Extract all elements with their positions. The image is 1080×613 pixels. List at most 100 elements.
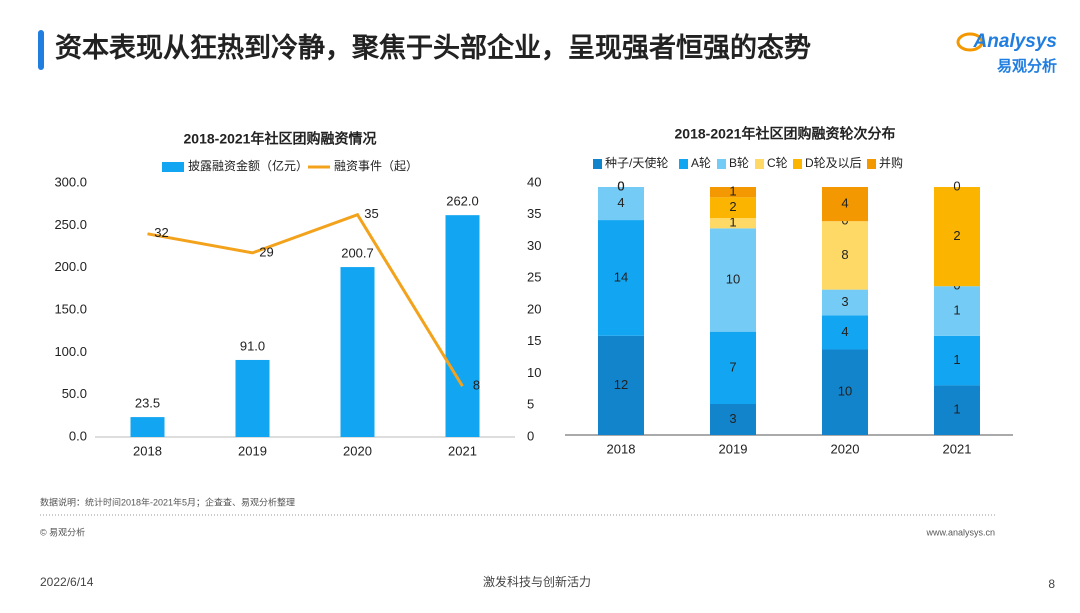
bar-segment (710, 218, 756, 229)
x-tick-label: 2019 (238, 443, 267, 458)
segment-label: 1 (953, 302, 960, 317)
y-tick-label: 150.0 (54, 301, 87, 316)
y2-tick-label: 0 (527, 428, 534, 443)
legend-swatch (679, 159, 688, 169)
x-tick-label: 2020 (831, 441, 860, 456)
bar-value-label: 200.7 (341, 246, 374, 261)
bar-value-label: 91.0 (240, 338, 265, 353)
logo-text: Analysys (973, 31, 1057, 52)
segment-label: 8 (841, 247, 848, 262)
bar-segment (598, 335, 644, 435)
y2-tick-label: 10 (527, 365, 541, 380)
y-tick-label: 250.0 (54, 217, 87, 232)
legend-label: 种子/天使轮 (605, 155, 668, 170)
bar-segment (934, 385, 980, 435)
legend-label: B轮 (729, 156, 749, 170)
bar-segment (934, 286, 980, 336)
bar-segment (710, 228, 756, 332)
line-value-label: 35 (364, 206, 378, 221)
x-tick-label: 2018 (133, 443, 162, 458)
legend-label: 并购 (879, 155, 903, 170)
bar-segment (710, 404, 756, 435)
segment-label: 4 (617, 195, 624, 210)
bar-segment (822, 349, 868, 435)
y2-tick-label: 5 (527, 397, 534, 412)
bar-segment (822, 289, 868, 316)
bar-value-label: 262.0 (446, 194, 479, 209)
bar (340, 267, 375, 437)
copyright: © 易观分析 (40, 526, 85, 537)
legend-swatch (717, 159, 726, 169)
bar-segment (934, 335, 980, 386)
segment-label: 0 (617, 178, 624, 193)
segment-label: 1 (953, 402, 960, 417)
segment-label: 4 (841, 196, 848, 211)
bar-segment (822, 221, 868, 290)
bar-segment (710, 187, 756, 198)
bar (445, 215, 480, 437)
segment-label: 7 (729, 359, 736, 374)
y2-tick-label: 40 (527, 174, 541, 189)
bar (235, 359, 270, 437)
segment-label: 4 (841, 324, 848, 339)
line-value-label: 32 (154, 225, 168, 240)
legend-label: C轮 (767, 156, 788, 170)
segment-label: 1 (953, 352, 960, 367)
segment-label: 1 (729, 184, 736, 199)
data-note: 数据说明：统计时间2018年-2021年5月；企查查、易观分析整理 (40, 496, 295, 507)
legend-label: A轮 (691, 156, 711, 170)
bar-segment (598, 187, 644, 221)
date: 2022/6/14 (40, 575, 94, 589)
x-tick-label: 2020 (343, 443, 372, 458)
bar-segment (822, 315, 868, 350)
segment-label: 10 (838, 384, 852, 399)
y2-tick-label: 15 (527, 333, 541, 348)
segment-label: 1 (729, 215, 736, 230)
chart-title: 2018-2021年社区团购融资轮次分布 (675, 126, 896, 142)
bar-value-label: 23.5 (135, 396, 160, 411)
bar-segment (934, 187, 980, 287)
segment-label: 0 (953, 178, 960, 193)
x-tick-label: 2021 (943, 441, 972, 456)
y-tick-label: 50.0 (62, 386, 87, 401)
bar-segment (710, 331, 756, 404)
bar-segment (822, 187, 868, 222)
segment-label: 3 (841, 294, 848, 309)
slogan: 激发科技与创新活力 (483, 574, 591, 589)
y-tick-label: 0.0 (69, 428, 87, 443)
legend-label: D轮及以后 (805, 156, 862, 170)
chart-title: 2018-2021年社区团购融资情况 (184, 131, 377, 147)
y-tick-label: 300.0 (54, 174, 87, 189)
segment-label: 2 (953, 228, 960, 243)
x-tick-label: 2018 (607, 441, 636, 456)
y-tick-label: 100.0 (54, 344, 87, 359)
site-url: www.analysys.cn (925, 527, 995, 537)
legend-swatch (793, 159, 802, 169)
segment-label: 10 (726, 271, 740, 286)
title-accent (38, 30, 44, 70)
logo-swoosh (956, 32, 984, 52)
segment-label: 0 (617, 178, 624, 193)
segment-label: 0 (617, 178, 624, 193)
segment-label: 14 (614, 269, 628, 284)
bar (130, 417, 165, 437)
y2-tick-label: 30 (527, 238, 541, 253)
segment-label: 3 (729, 411, 736, 426)
legend-swatch (162, 162, 184, 172)
page-number: 8 (1048, 577, 1055, 591)
legend-swatch (867, 159, 876, 169)
segment-label: 2 (729, 199, 736, 214)
segment-label: 12 (614, 377, 628, 392)
legend-swatch (755, 159, 764, 169)
y2-tick-label: 25 (527, 270, 541, 285)
x-tick-label: 2021 (448, 443, 477, 458)
legend-label: 融资事件（起） (334, 159, 418, 173)
legend-swatch (593, 159, 602, 169)
slide-title: 资本表现从狂热到冷静，聚焦于头部企业，呈现强者恒强的态势 (55, 32, 811, 63)
x-tick-label: 2019 (719, 441, 748, 456)
line-value-label: 29 (259, 244, 273, 259)
legend-label: 披露融资金额（亿元） (188, 158, 308, 173)
